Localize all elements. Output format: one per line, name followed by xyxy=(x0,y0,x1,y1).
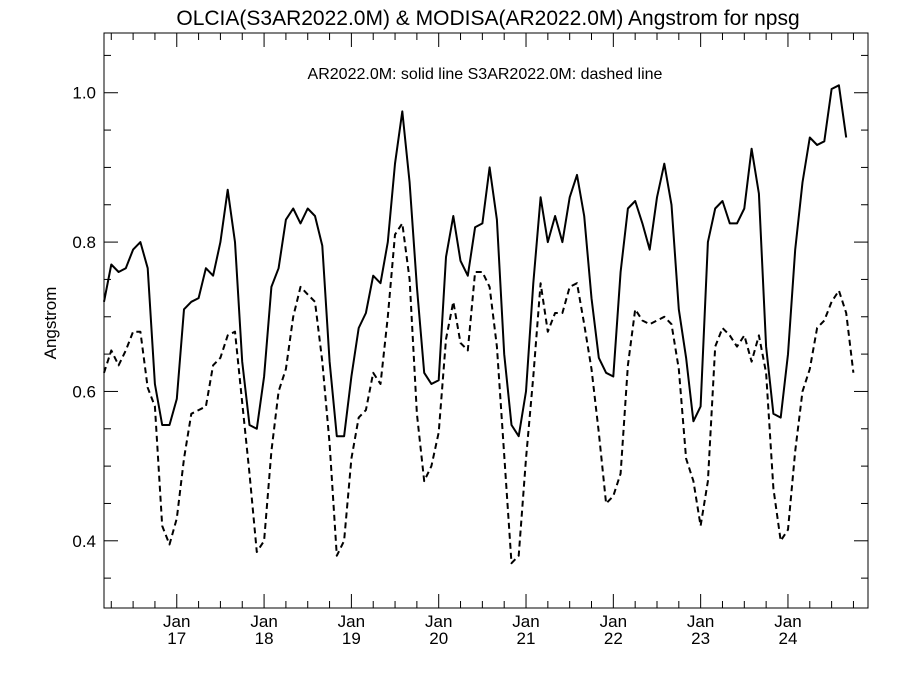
y-tick-label: 0.8 xyxy=(72,233,96,252)
plot-frame xyxy=(103,32,869,609)
series-line-S3AR2022.0M xyxy=(103,222,855,565)
x-tick-year: 17 xyxy=(167,629,186,648)
x-tick-month: Jan xyxy=(600,612,627,631)
y-tick-label: 0.6 xyxy=(72,382,96,401)
x-tick-month: Jan xyxy=(163,612,190,631)
x-tick-year: 18 xyxy=(255,629,274,648)
x-tick-year: 22 xyxy=(604,629,623,648)
chart-title: OLCIA(S3AR2022.0M) & MODISA(AR2022.0M) A… xyxy=(176,7,799,30)
x-tick-month: Jan xyxy=(250,612,277,631)
series-line-AR2022.0M xyxy=(103,84,848,438)
y-tick-label: 0.4 xyxy=(72,532,96,551)
x-tick-year: 23 xyxy=(691,629,710,648)
x-tick-month: Jan xyxy=(687,612,714,631)
x-tick-year: 21 xyxy=(517,629,536,648)
x-tick-year: 24 xyxy=(779,629,798,648)
y-axis-label: Angstrom xyxy=(41,287,60,360)
x-tick-year: 20 xyxy=(429,629,448,648)
x-tick-month: Jan xyxy=(774,612,801,631)
x-tick-month: Jan xyxy=(512,612,539,631)
chart-annotation: AR2022.0M: solid line S3AR2022.0M: dashe… xyxy=(308,66,663,83)
y-tick-label: 1.0 xyxy=(72,84,96,103)
x-tick-month: Jan xyxy=(425,612,452,631)
ticks-layer: 0.40.60.81.0Jan17Jan18Jan19Jan20Jan21Jan… xyxy=(72,33,868,648)
x-tick-year: 19 xyxy=(342,629,361,648)
series-layer xyxy=(103,84,855,565)
x-tick-month: Jan xyxy=(338,612,365,631)
